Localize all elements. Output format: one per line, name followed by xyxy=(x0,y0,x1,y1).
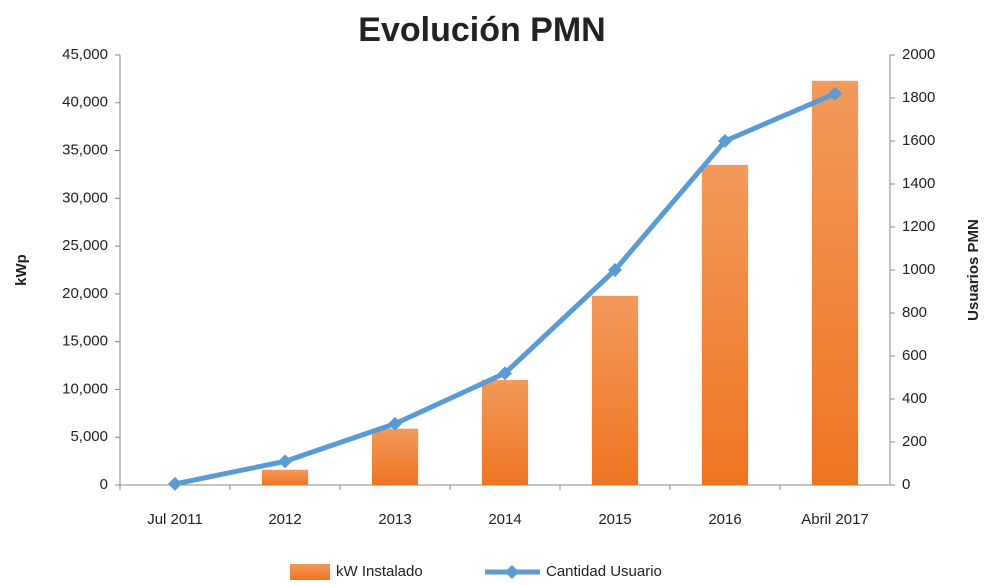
marker xyxy=(278,454,292,469)
x-tick-label: Abril 2017 xyxy=(801,511,869,528)
bar xyxy=(591,295,639,485)
y2-tick-label: 400 xyxy=(902,390,927,407)
y2-tick-label: 600 xyxy=(902,347,927,364)
legend-swatch xyxy=(290,564,330,580)
y2-tick-label: 0 xyxy=(902,476,910,493)
bar xyxy=(261,469,309,485)
x-tick-label: Jul 2011 xyxy=(147,511,203,528)
y2-tick-label: 1000 xyxy=(902,261,935,278)
x-tick-label: 2014 xyxy=(488,511,521,528)
y-tick-label: 20,000 xyxy=(62,285,108,302)
y2-tick-label: 1600 xyxy=(902,132,935,149)
y-tick-label: 25,000 xyxy=(62,237,108,254)
bar xyxy=(481,379,529,485)
y-axis-title: kWp xyxy=(13,254,30,286)
y2-tick-label: 1400 xyxy=(902,175,935,192)
x-tick-label: 2012 xyxy=(268,511,301,528)
bar xyxy=(371,428,419,485)
y2-tick-label: 800 xyxy=(902,304,927,321)
legend-label: Cantidad Usuario xyxy=(546,563,662,580)
legend-label: kW Instalado xyxy=(336,563,423,580)
x-tick-label: 2015 xyxy=(598,511,631,528)
marker xyxy=(168,476,182,491)
bar xyxy=(701,164,749,485)
y-tick-label: 15,000 xyxy=(62,333,108,350)
y2-tick-label: 200 xyxy=(902,433,927,450)
bar xyxy=(811,80,859,486)
y2-tick-label: 1800 xyxy=(902,89,935,106)
marker xyxy=(608,263,622,277)
y2-tick-label: 1200 xyxy=(902,218,935,235)
x-tick-label: 2013 xyxy=(378,511,411,528)
y-tick-label: 45,000 xyxy=(62,46,108,63)
y2-axis-title: Usuarios PMN xyxy=(965,219,982,321)
y-tick-label: 5,000 xyxy=(70,428,108,445)
marker xyxy=(828,86,842,101)
marker xyxy=(718,134,732,148)
y-tick-label: 10,000 xyxy=(62,380,108,397)
y-tick-label: 0 xyxy=(100,476,108,493)
y2-tick-label: 2000 xyxy=(902,46,935,63)
marker xyxy=(498,366,512,381)
legend-marker xyxy=(505,565,519,579)
chart-title: Evolución PMN xyxy=(358,11,605,49)
y-tick-label: 30,000 xyxy=(62,189,108,206)
y-tick-label: 40,000 xyxy=(62,94,108,111)
x-tick-label: 2016 xyxy=(708,511,741,528)
marker xyxy=(388,416,402,431)
y-tick-label: 35,000 xyxy=(62,142,108,159)
